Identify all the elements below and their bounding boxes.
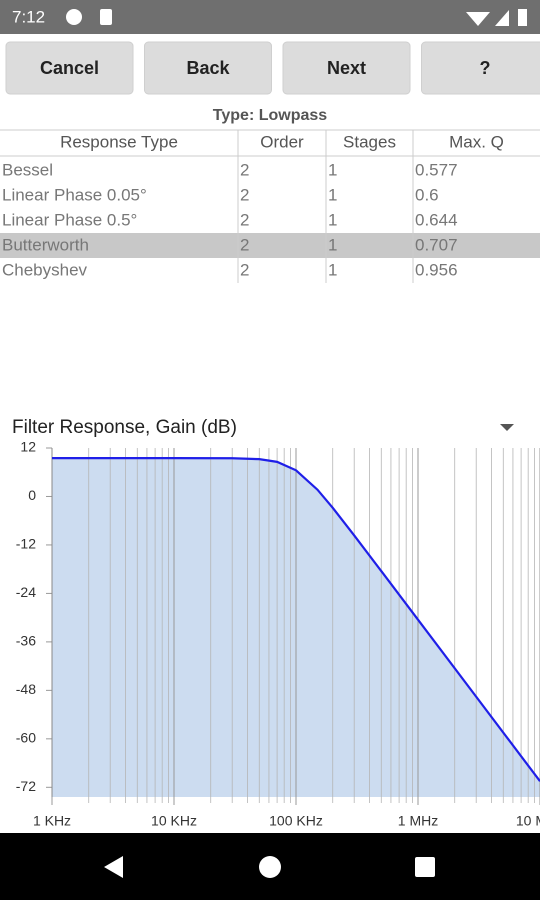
table-cell[interactable]: 1 [328,160,337,179]
dropdown-arrow[interactable] [500,424,514,431]
status-icon [66,9,82,25]
table-cell[interactable]: 1 [328,260,337,279]
button[interactable] [144,41,272,95]
table-cell[interactable]: 2 [240,160,249,179]
y-tick-label: -60 [16,730,36,746]
table-cell[interactable]: 1 [328,210,337,229]
y-tick-label: -36 [16,633,36,649]
x-tick-label: 1 MHz [398,813,438,829]
button[interactable] [5,41,134,95]
button-label[interactable]: ? [480,58,491,78]
button-label[interactable]: Cancel [40,58,99,78]
nav-back[interactable] [104,856,123,878]
battery-icon [518,9,527,26]
y-tick-label: 0 [28,487,36,503]
chart-selector[interactable]: Filter Response, Gain (dB) [12,417,237,438]
x-tick-label: 10 KHz [151,813,197,829]
table-cell[interactable]: 2 [240,260,249,279]
signal-icon [495,10,509,26]
y-tick-label: -24 [16,584,36,600]
y-tick-label: -12 [16,536,36,552]
x-tick-label: 100 KHz [269,813,323,829]
line [52,456,540,782]
button-label[interactable]: Next [327,58,366,78]
table-cell[interactable]: 2 [240,210,249,229]
table-cell[interactable]: Bessel [2,160,53,179]
x-tick-label: 1 KHz [33,813,71,829]
table-cell[interactable]: 0.6 [415,185,439,204]
wifi-icon [466,12,490,26]
status-time: 7:12 [12,7,45,26]
y-tick-label: 12 [20,439,36,455]
table-cell[interactable]: 0.707 [415,235,458,254]
selected-row [0,233,540,258]
status-icon [100,9,112,25]
table-cell[interactable]: 1 [328,235,337,254]
table-header: Response Type [60,132,178,151]
table-cell[interactable]: 2 [240,185,249,204]
table-cell[interactable]: 1 [328,185,337,204]
y-tick-label: -72 [16,778,36,794]
nav-home[interactable] [259,856,281,878]
type-label: Type: Lowpass [213,107,327,124]
table-cell[interactable]: Chebyshev [2,260,88,279]
table-cell[interactable]: 0.956 [415,260,458,279]
table-cell[interactable]: 2 [240,235,249,254]
nav-recents[interactable] [415,857,435,877]
button-label[interactable]: Back [186,58,230,78]
x-tick-label: 10 MHz [516,813,540,829]
table-cell[interactable]: 0.644 [415,210,458,229]
status-bar [0,0,540,34]
table-header: Stages [343,132,396,151]
table-cell[interactable]: 0.577 [415,160,458,179]
table-header: Max. Q [449,132,504,151]
button[interactable] [421,41,540,95]
button[interactable] [282,41,411,95]
table-header: Order [260,132,304,151]
table-cell[interactable]: Linear Phase 0.5° [2,210,137,229]
table-cell[interactable]: Butterworth [2,235,89,254]
table-cell[interactable]: Linear Phase 0.05° [2,185,147,204]
y-tick-label: -48 [16,681,36,697]
